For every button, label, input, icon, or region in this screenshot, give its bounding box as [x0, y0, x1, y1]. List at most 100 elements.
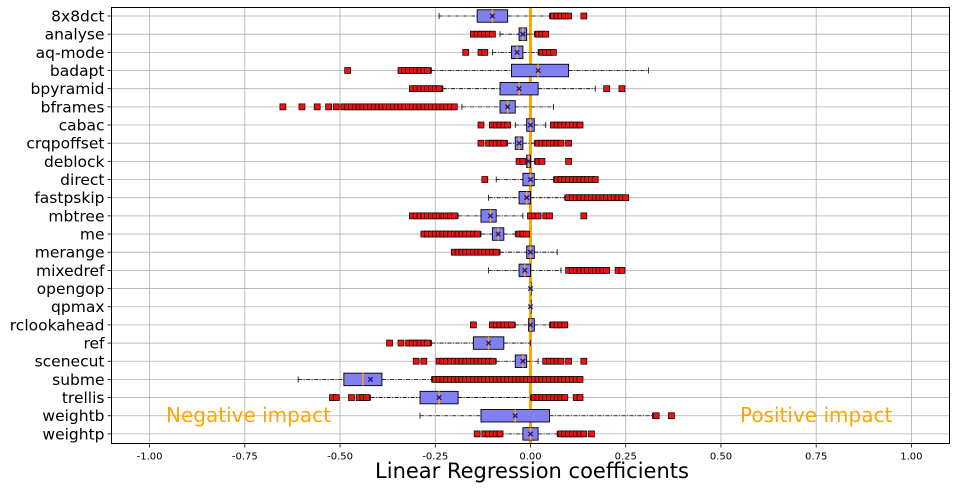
outlier-point [477, 121, 485, 129]
outlier-point [450, 212, 458, 220]
outlier-point [523, 230, 531, 238]
mean-marker [516, 140, 522, 146]
outlier-point [588, 430, 595, 438]
outlier-point [603, 85, 611, 93]
outlier-point [565, 139, 572, 147]
outlier-point [489, 30, 496, 38]
y-tick-label-badapt: badapt [50, 62, 105, 80]
outlier-point [580, 212, 588, 220]
outlier-point [565, 12, 572, 20]
outlier-point [348, 394, 355, 401]
mean-marker [520, 358, 526, 364]
outlier-point [591, 176, 599, 183]
outlier-point [565, 357, 572, 365]
outlier-point [325, 103, 332, 111]
y-tick-label-bpyramid: bpyramid [31, 80, 105, 98]
outlier-point [332, 394, 340, 401]
iqr-box [480, 209, 497, 223]
x-tick-label: 0.75 [805, 452, 827, 463]
box-mbtree [409, 209, 588, 223]
box-layer [279, 9, 675, 441]
outlier-point [386, 339, 393, 347]
box-mixedref [488, 263, 626, 278]
outlier-point [534, 212, 542, 220]
outlier-point [618, 85, 626, 93]
y-tick-label-subme: subme [52, 371, 104, 389]
y-tick-label-bframes: bframes [41, 98, 105, 116]
x-tick-label: -0.25 [422, 452, 448, 463]
iqr-box [518, 190, 531, 205]
outlier-point [519, 158, 527, 165]
iqr-box [522, 172, 535, 187]
mean-marker [520, 31, 526, 37]
y-tick-label-me: me [80, 226, 105, 244]
outlier-point [576, 376, 584, 383]
outlier-point [500, 139, 508, 147]
annotation-negative-impact: Negative impact [166, 403, 331, 427]
box-8x8dct [438, 9, 588, 23]
x-tick-label: 0.50 [710, 452, 732, 463]
y-tick-label-crqpoffset: crqpoffset [26, 135, 104, 153]
y-tick-label-mbtree: mbtree [48, 207, 104, 225]
x-tick-label: 0.25 [615, 452, 637, 463]
box-rclookahead [470, 318, 569, 332]
y-tick-label-weightb: weightb [42, 407, 104, 425]
y-tick-label-deblock: deblock [44, 153, 105, 171]
mean-marker [485, 340, 492, 346]
x-axis-label: Linear Regression coefficients [375, 459, 689, 483]
mean-marker [525, 158, 532, 165]
outlier-point [561, 394, 569, 401]
box-fastpskip [488, 190, 630, 205]
box-crqpoffset [477, 136, 572, 150]
y-tick-labels: 8x8dctanalyseaq-modebadaptbpyramidbframe… [10, 8, 112, 443]
y-tick-label-opengop: opengop [37, 280, 105, 298]
y-tick-label-fastpskip: fastpskip [34, 189, 104, 207]
box-opengop [527, 281, 534, 296]
y-tick-label-rclookahead: rclookahead [10, 316, 105, 334]
y-tick-label-8x8dct: 8x8dct [51, 8, 104, 26]
iqr-box [514, 354, 528, 368]
outlier-point [576, 121, 584, 129]
outlier-point [496, 430, 504, 438]
y-tick-label-analyse: analyse [45, 26, 105, 44]
outlier-point [618, 267, 626, 274]
outlier-point [622, 194, 630, 202]
outlier-point [435, 85, 443, 93]
outlier-point [462, 48, 470, 56]
outlier-point [508, 321, 515, 329]
mean-marker [516, 85, 522, 92]
box-trellis [329, 390, 584, 405]
mean-marker [504, 104, 511, 110]
box-aq-mode [462, 45, 557, 60]
mean-marker [523, 195, 530, 201]
outlier-point [557, 357, 565, 365]
x-tick-label: -0.75 [232, 452, 258, 463]
y-tick-label-mixedref: mixedref [36, 262, 105, 280]
annotation-positive-impact: Positive impact [740, 403, 892, 427]
x-tick-label: -1.00 [137, 452, 163, 463]
mean-marker [495, 231, 501, 237]
outlier-point [576, 394, 584, 401]
y-tick-label-direct: direct [60, 171, 104, 189]
y-tick-label-trellis: trellis [62, 389, 105, 407]
mean-marker [487, 213, 494, 219]
outlier-point [470, 321, 477, 329]
outlier-point [420, 357, 428, 365]
outlier-point [668, 412, 675, 420]
mean-marker [527, 285, 534, 292]
x-tick-label: 1.00 [900, 452, 922, 463]
y-tick-label-qpmax: qpmax [51, 298, 104, 316]
outlier-point [473, 230, 481, 238]
x-tick-label: -0.50 [327, 452, 353, 463]
outlier-point [344, 67, 352, 74]
x-tick-labels: -1.00 -0.75 -0.50 -0.25 0.00 0.25 0.50 0.75 1.00 [137, 443, 923, 463]
outlier-point [397, 339, 405, 347]
box-badapt [344, 63, 649, 78]
outlier-point [603, 267, 611, 274]
outlier-point [538, 158, 546, 165]
box-qpmax [527, 300, 534, 314]
box-deblock [515, 154, 572, 169]
outlier-point [580, 357, 588, 365]
